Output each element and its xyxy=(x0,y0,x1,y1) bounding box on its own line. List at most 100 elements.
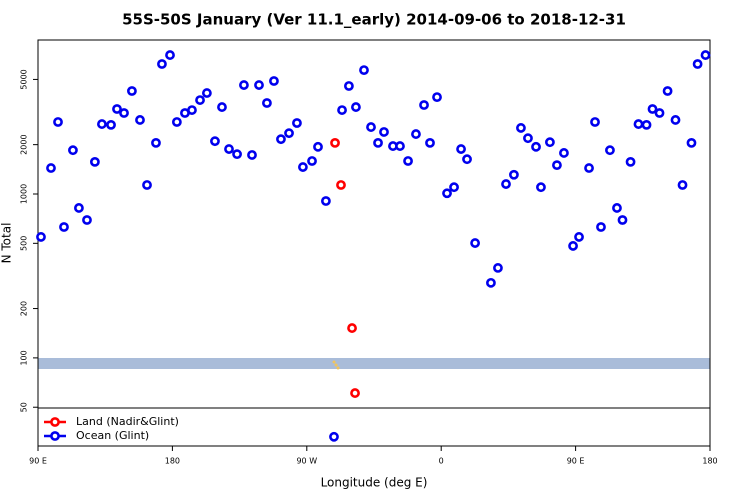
point xyxy=(201,88,212,98)
point xyxy=(36,232,46,242)
y-tick-label: 2000 xyxy=(20,134,29,154)
point xyxy=(605,145,615,156)
point xyxy=(486,277,496,288)
point xyxy=(531,141,541,152)
point xyxy=(559,148,569,158)
point xyxy=(313,141,323,152)
point xyxy=(617,215,628,225)
point xyxy=(151,137,161,148)
point xyxy=(224,144,234,154)
dot xyxy=(334,363,338,367)
x-tick-label: 90 W xyxy=(296,457,317,466)
legend-label: Land (Nadir&Glint) xyxy=(76,415,179,428)
x-axis-label: Longitude (deg E) xyxy=(321,476,428,490)
point xyxy=(670,115,681,125)
y-tick-label: 500 xyxy=(20,236,29,251)
point xyxy=(692,59,703,69)
point xyxy=(217,102,227,112)
point xyxy=(262,98,272,108)
point xyxy=(330,137,340,148)
point xyxy=(112,104,122,114)
point xyxy=(584,163,594,173)
dot xyxy=(332,360,336,364)
point xyxy=(395,141,405,151)
point xyxy=(337,105,347,115)
point xyxy=(321,196,331,206)
point xyxy=(165,50,175,60)
point xyxy=(276,134,286,145)
point xyxy=(59,222,69,232)
point xyxy=(411,129,421,139)
point xyxy=(142,180,152,190)
point xyxy=(596,222,606,232)
point xyxy=(336,180,346,190)
point xyxy=(379,127,389,137)
legend-label: Ocean (Glint) xyxy=(76,429,149,442)
point xyxy=(700,50,711,60)
y-tick-label: 200 xyxy=(20,301,29,316)
point xyxy=(625,156,636,167)
point xyxy=(419,100,429,110)
chart-title: 55S-50S January (Ver 11.1_early) 2014-09… xyxy=(122,11,626,29)
point xyxy=(462,154,472,165)
point xyxy=(74,203,84,213)
point xyxy=(536,182,546,193)
point xyxy=(350,388,360,398)
x-tick-label: 0 xyxy=(439,457,444,466)
point xyxy=(523,133,533,144)
dot xyxy=(336,366,340,370)
y-axis-label: N Total xyxy=(0,223,14,264)
point xyxy=(292,118,302,128)
point xyxy=(106,119,116,130)
legend-marker xyxy=(50,417,60,427)
point xyxy=(254,80,264,90)
point xyxy=(590,117,600,127)
point xyxy=(82,215,92,225)
point xyxy=(425,137,435,148)
point xyxy=(195,95,205,105)
point xyxy=(89,156,100,167)
point xyxy=(516,123,526,133)
legend-marker xyxy=(50,431,60,441)
point xyxy=(171,117,182,127)
point xyxy=(119,108,129,118)
point xyxy=(552,160,562,171)
point xyxy=(127,86,137,96)
point xyxy=(647,104,658,114)
point xyxy=(68,145,78,156)
point xyxy=(432,92,442,103)
point xyxy=(574,232,584,242)
point xyxy=(493,263,503,273)
point xyxy=(232,149,242,160)
band-dots xyxy=(332,360,340,370)
x-tick-label: 90 E xyxy=(567,457,585,466)
point xyxy=(470,238,480,248)
point xyxy=(686,137,697,148)
point xyxy=(344,81,354,91)
point xyxy=(239,80,249,90)
point xyxy=(329,431,339,442)
point xyxy=(247,150,257,160)
point xyxy=(403,156,413,166)
point xyxy=(677,180,688,190)
point xyxy=(568,241,578,251)
point xyxy=(210,136,220,147)
point xyxy=(456,144,466,154)
point xyxy=(654,108,665,118)
band xyxy=(38,358,710,369)
point xyxy=(442,188,452,199)
point xyxy=(97,119,107,129)
point xyxy=(157,59,167,69)
point xyxy=(501,179,511,189)
point xyxy=(284,128,294,139)
point xyxy=(46,163,56,173)
x-tick-label: 180 xyxy=(702,457,717,466)
point xyxy=(662,86,673,96)
point xyxy=(307,156,317,166)
point xyxy=(359,65,369,75)
point xyxy=(641,119,652,130)
point xyxy=(612,203,622,213)
point xyxy=(366,122,376,132)
x-tick-label: 180 xyxy=(165,457,180,466)
